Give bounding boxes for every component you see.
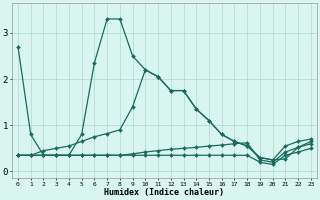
X-axis label: Humidex (Indice chaleur): Humidex (Indice chaleur) (104, 188, 224, 197)
